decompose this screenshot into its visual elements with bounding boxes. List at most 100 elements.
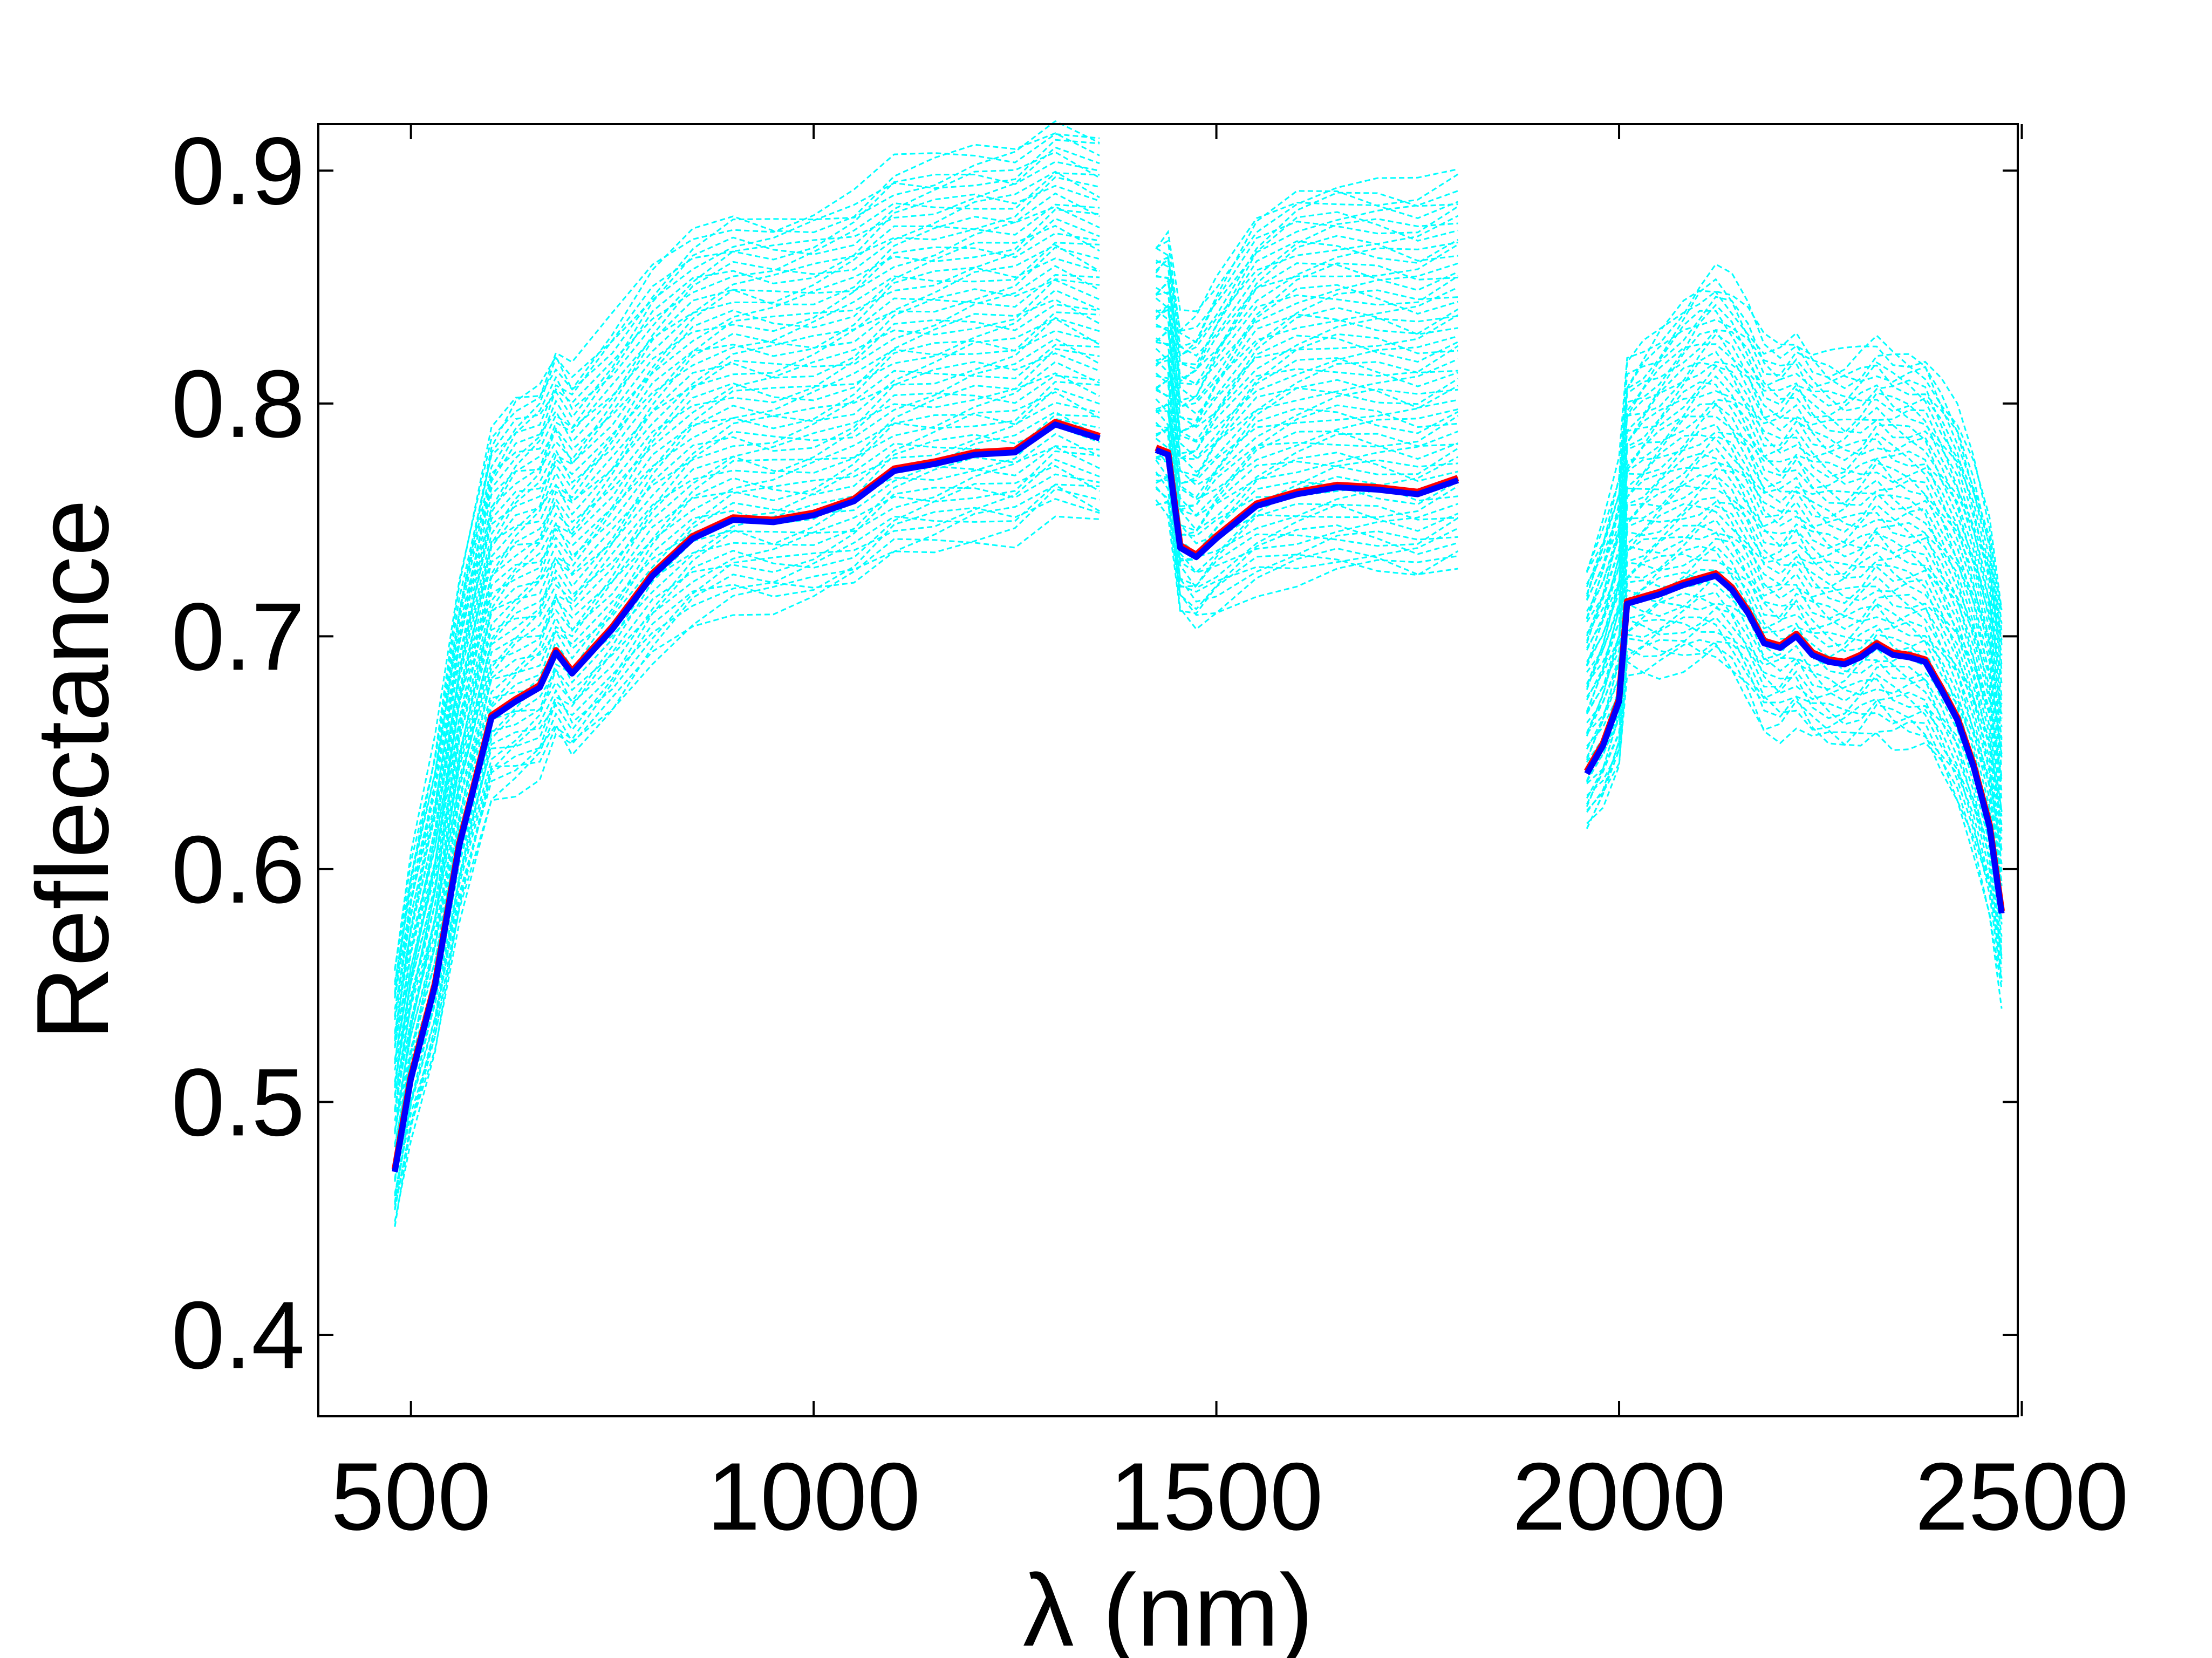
ensemble-line [1586, 343, 2003, 656]
ensemble-line [394, 450, 1100, 1180]
ensemble-line [1586, 399, 2003, 739]
ensemble-line [1586, 545, 2003, 886]
ensemble-line [1156, 314, 1459, 434]
ensemble-line [394, 298, 1100, 1098]
ensemble-line [394, 344, 1100, 1110]
ensemble-line [1155, 306, 1458, 442]
y-tick-label: 0.5 [172, 1048, 305, 1156]
ensemble-line [394, 232, 1100, 1042]
ensemble-line [1586, 415, 2003, 727]
mean-line [1584, 572, 2005, 914]
ensemble-line [1586, 496, 2003, 850]
ensemble-line [1586, 329, 2003, 678]
ensemble-line [394, 465, 1100, 1211]
ensemble-lines [394, 120, 2003, 1227]
ensemble-line [1155, 173, 1459, 332]
ensemble-line [1155, 459, 1458, 587]
ensemble-line [1586, 524, 2003, 855]
ensemble-line [1156, 345, 1459, 460]
ensemble-line [1156, 453, 1459, 537]
ensemble-line [1586, 474, 2003, 840]
ensemble-line [1586, 365, 2003, 719]
ensemble-line [394, 459, 1100, 1194]
ensemble-line [1586, 361, 2003, 684]
ensemble-line [1586, 350, 2003, 711]
ensemble-line [1155, 243, 1459, 383]
ensemble-line [1155, 378, 1458, 487]
ensemble-line [394, 372, 1100, 1148]
ensemble-line [1586, 532, 2003, 851]
mean-line [392, 421, 1101, 1172]
ensemble-line [1586, 616, 2003, 956]
ensemble-line [394, 303, 1100, 1088]
ensemble-line [1156, 262, 1458, 401]
ensemble-line [394, 139, 1100, 970]
ensemble-line [394, 274, 1100, 1063]
ensemble-line [1586, 361, 2003, 684]
ensemble-line [1155, 190, 1458, 349]
ensemble-line [394, 176, 1100, 998]
ensemble-line [1155, 488, 1459, 588]
ensemble-line [1586, 447, 2003, 811]
ensemble-line [1155, 389, 1458, 516]
y-tick-label: 0.4 [172, 1281, 305, 1389]
ensemble-line [1586, 278, 2003, 640]
ensemble-line [394, 515, 1100, 1227]
ensemble-line [1155, 398, 1459, 507]
x-tick-label: 500 [331, 1443, 491, 1550]
ensemble-line [1155, 218, 1458, 357]
ensemble-line [1156, 359, 1458, 473]
ensemble-line [1156, 474, 1459, 562]
ensemble-line [394, 146, 1100, 982]
ensemble-line [1586, 375, 2003, 741]
y-axis-title: Reflectance [16, 499, 130, 1040]
ensemble-line [1586, 645, 2003, 1009]
ensemble-line [1156, 501, 1459, 593]
ensemble-line [394, 374, 1100, 1135]
mean-line-blue [392, 421, 2005, 1172]
ensemble-line [1586, 381, 2003, 714]
ensemble-line [1155, 357, 1458, 477]
ensemble-line [1586, 402, 2003, 747]
ensemble-line [1586, 296, 2003, 646]
ensemble-line [394, 311, 1100, 1086]
ensemble-line [394, 151, 1100, 999]
ensemble-line [394, 352, 1100, 1131]
ensemble-line [394, 361, 1100, 1132]
y-tick-label: 0.6 [172, 816, 305, 923]
ensemble-line [394, 380, 1100, 1133]
mean-line [1155, 447, 1459, 561]
ensemble-line [1586, 637, 2003, 979]
x-tick-label: 2500 [1915, 1443, 2128, 1550]
ensemble-line [394, 330, 1100, 1111]
x-tick-label: 1500 [1110, 1443, 1323, 1550]
ensemble-line [1586, 290, 2003, 613]
ensemble-line [394, 185, 1100, 1016]
ensemble-line [1586, 263, 2003, 624]
ensemble-line [394, 120, 1100, 970]
ensemble-line [394, 203, 1100, 1018]
ensemble-line [1586, 575, 2003, 937]
ensemble-line [394, 208, 1100, 1017]
ensemble-line [394, 418, 1100, 1161]
ensemble-line [1586, 553, 2003, 872]
ensemble-line [1155, 335, 1459, 455]
ensemble-line [1586, 474, 2003, 817]
ensemble-line [1586, 537, 2003, 886]
ensemble-line [394, 488, 1100, 1209]
ensemble-line [394, 425, 1100, 1179]
ensemble-line [1586, 501, 2003, 831]
ensemble-line [1586, 318, 2003, 632]
ensemble-line [394, 246, 1100, 1047]
ensemble-line [394, 265, 1100, 1071]
ensemble-line [1156, 206, 1459, 358]
ensemble-line [1155, 308, 1459, 434]
ensemble-line [394, 132, 1100, 985]
ensemble-line [1586, 434, 2003, 754]
ensemble-line [1155, 471, 1458, 611]
ensemble-line [1156, 235, 1458, 385]
ensemble-line [1586, 639, 2003, 989]
ensemble-line [1586, 435, 2003, 792]
x-tick-label: 2000 [1512, 1443, 1726, 1550]
